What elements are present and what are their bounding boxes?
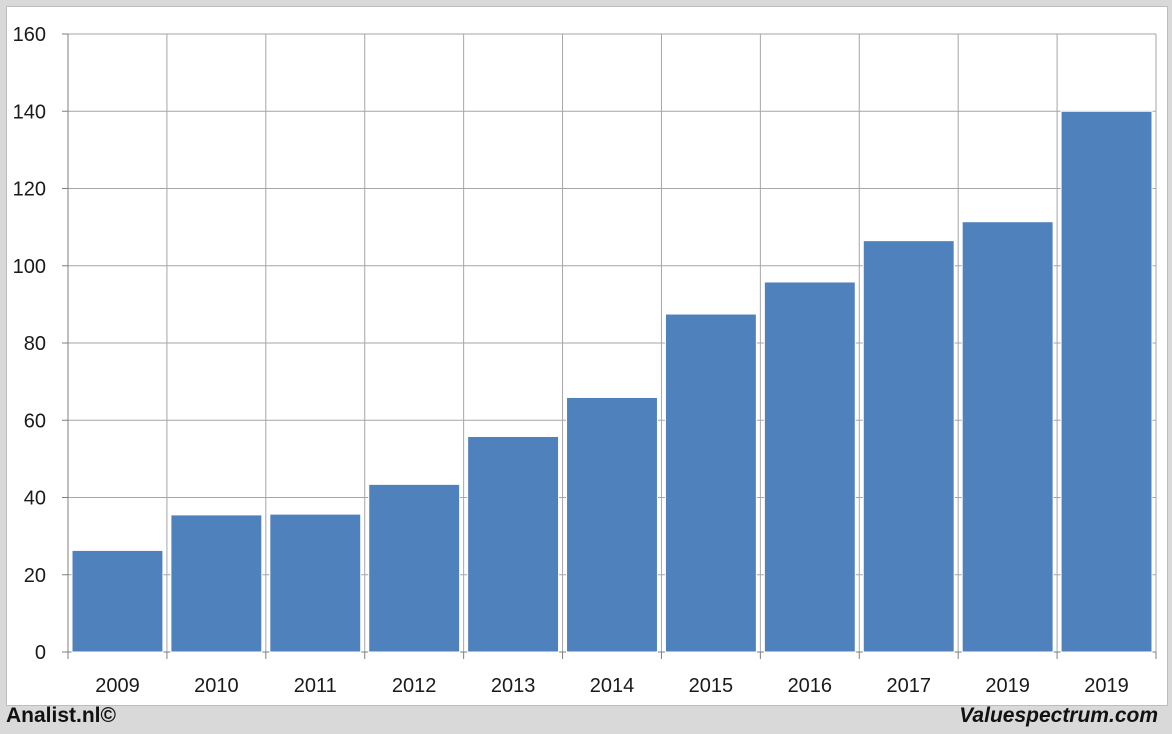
y-tick-label: 160 (13, 24, 46, 46)
source-credit: Analist.nl© (6, 704, 116, 727)
bar-2009-0 (71, 549, 164, 653)
x-tick-label: 2012 (392, 675, 437, 697)
y-tick-label: 20 (24, 565, 46, 587)
x-tick-label: 2009 (95, 675, 140, 697)
y-tick-label: 80 (24, 333, 46, 355)
bar-2016-7 (763, 281, 856, 653)
watermark-credit: Valuespectrum.com (959, 704, 1158, 727)
x-tick-label: 2016 (788, 675, 833, 697)
bar-2011-2 (269, 513, 362, 653)
bar-2012-3 (368, 483, 461, 653)
bar-2019-9 (961, 221, 1054, 653)
y-tick-label: 60 (24, 410, 46, 432)
bar-2017-8 (862, 240, 955, 653)
y-tick-label: 0 (35, 642, 46, 664)
bar-2014-5 (566, 396, 658, 653)
bar-chart: 0 20 40 60 80 100 120 140 160 2009 2010 2011 2012 201… (13, 24, 1157, 697)
y-tick-label: 140 (13, 101, 46, 123)
y-tick-label: 40 (24, 488, 46, 510)
x-tick-label: 2019 (985, 675, 1030, 697)
bar-2019-10 (1060, 110, 1153, 653)
x-tick-label: 2015 (689, 675, 734, 697)
x-tick-label: 2011 (294, 675, 337, 697)
x-tick-label: 2017 (886, 675, 931, 697)
x-tick-label: 2013 (491, 675, 536, 697)
x-tick-label: 2019 (1084, 675, 1129, 697)
bar-2013-4 (467, 435, 560, 653)
bar-2015-6 (664, 313, 757, 653)
y-tick-label: 100 (13, 256, 46, 278)
bar-2010-1 (170, 514, 263, 653)
y-tick-label: 120 (13, 179, 46, 201)
x-tick-label: 2014 (590, 675, 635, 697)
x-tick-label: 2010 (194, 675, 239, 697)
